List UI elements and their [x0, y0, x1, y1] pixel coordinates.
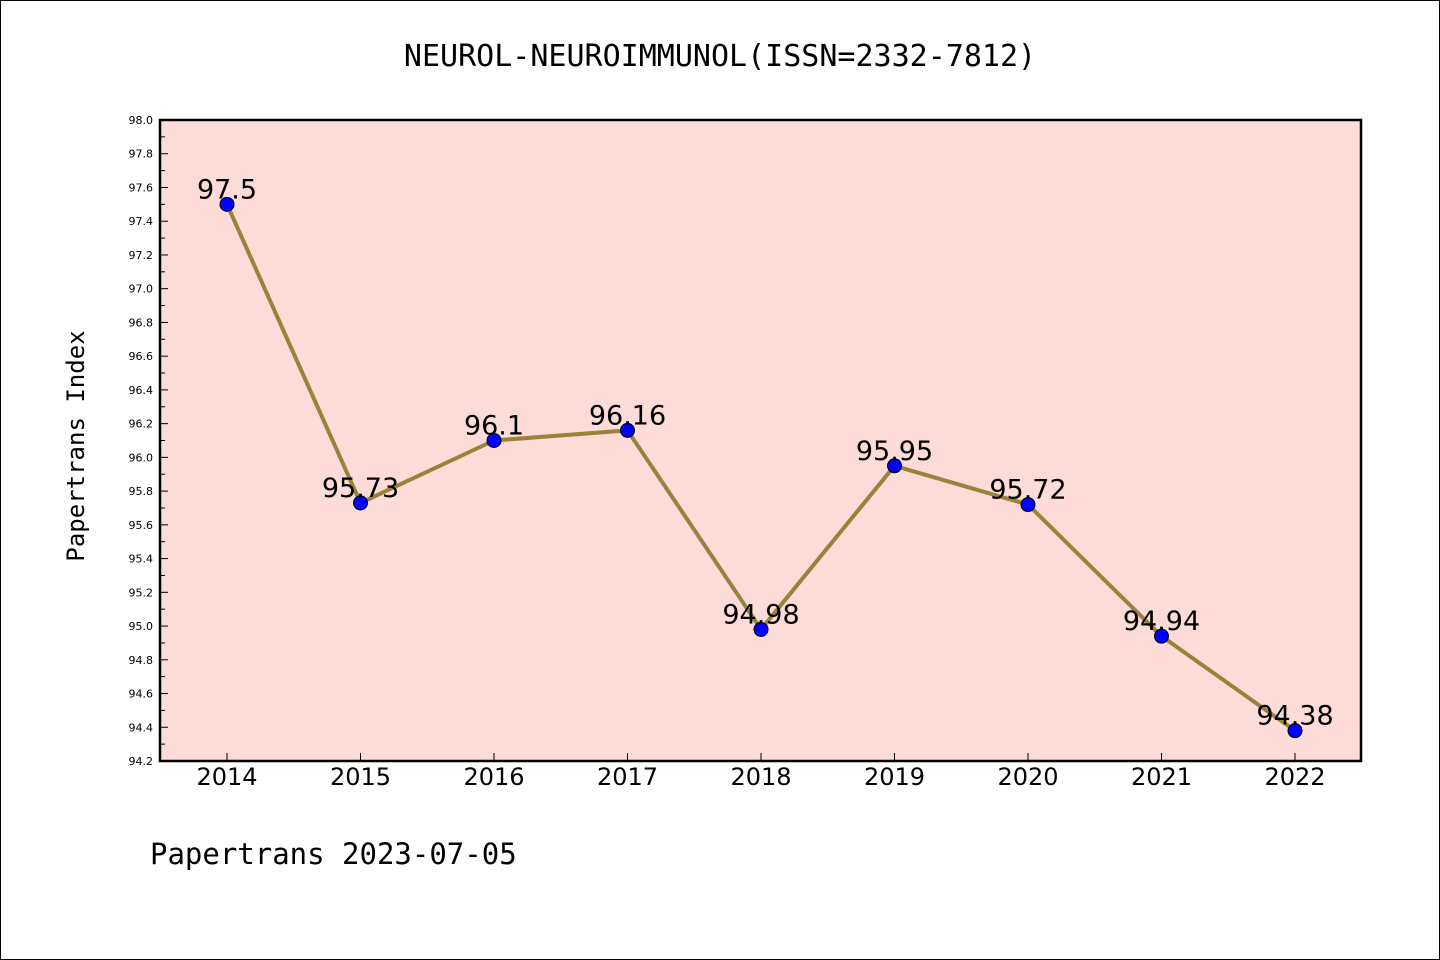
y-tick-label: 94.4 [129, 721, 154, 734]
data-label: 94.38 [1256, 701, 1333, 732]
x-tick-label: 2019 [864, 763, 925, 791]
y-tick-label: 97.0 [129, 283, 154, 296]
data-label: 95.95 [856, 436, 933, 467]
y-tick-label: 97.6 [129, 181, 154, 194]
data-point [620, 422, 635, 438]
data-label: 96.16 [589, 400, 666, 431]
y-tick-label: 95.4 [129, 553, 154, 566]
data-point [1287, 723, 1303, 739]
data-label: 95.72 [989, 475, 1066, 506]
x-tick-label: 2020 [997, 763, 1058, 791]
y-tick-label: 96.8 [129, 316, 154, 329]
data-point [753, 621, 769, 637]
y-tick-label: 95.2 [129, 586, 154, 599]
x-tick-label: 2022 [1264, 763, 1325, 791]
data-label: 97.5 [197, 174, 257, 205]
x-tick-label: 2014 [196, 763, 257, 791]
footer-text: Papertrans 2023-07-05 [150, 837, 517, 871]
y-tick-label: 94.2 [129, 755, 154, 768]
y-tick-label: 96.6 [129, 350, 154, 363]
y-tick-label: 97.4 [129, 215, 154, 228]
data-point [353, 495, 368, 511]
data-point [219, 196, 235, 212]
data-point [1154, 628, 1169, 644]
data-point [1020, 497, 1036, 513]
x-tick-label: 2016 [463, 763, 524, 791]
chart-title: NEUROL-NEUROIMMUNOL(ISSN=2332-7812) [404, 39, 1036, 74]
y-tick-label: 96.2 [129, 418, 154, 431]
y-tick-label: 94.6 [129, 688, 154, 701]
y-axis: 94.2 94.4 94.6 94.8 95.0 95.2 95.4 95.6 95.8 96.0… [129, 114, 168, 768]
x-tick-label: 2015 [330, 763, 391, 791]
y-tick-label: 94.8 [129, 654, 154, 667]
x-tick-label: 2018 [730, 763, 791, 791]
y-tick-label: 97.2 [129, 249, 154, 262]
x-axis: 2014 2015 2016 2017 2018 2019 2020 2021 2022 [196, 753, 1326, 791]
y-tick-label: 96.0 [129, 451, 154, 464]
data-label: 95.73 [322, 473, 399, 504]
series [219, 196, 1303, 739]
x-tick-label: 2017 [597, 763, 658, 791]
y-tick-label: 98.0 [129, 114, 154, 127]
data-label: 94.94 [1123, 606, 1200, 637]
data-label: 94.98 [722, 599, 799, 630]
y-tick-label: 95.0 [129, 620, 154, 633]
data-point [887, 458, 902, 474]
data-label: 96.1 [464, 411, 524, 442]
plot-area [158, 118, 1363, 763]
y-tick-label: 95.8 [129, 485, 154, 498]
y-tick-label: 97.8 [129, 148, 154, 161]
y-tick-label: 96.4 [129, 384, 154, 397]
data-labels: 97.5 95.73 96.1 96.16 94.98 95.95 95.72 94.94 94… [197, 174, 1334, 731]
x-tick-label: 2021 [1131, 763, 1192, 791]
data-point [486, 433, 502, 448]
y-tick-label: 95.6 [129, 519, 154, 532]
y-axis-label: Papertrans Index [62, 330, 90, 561]
